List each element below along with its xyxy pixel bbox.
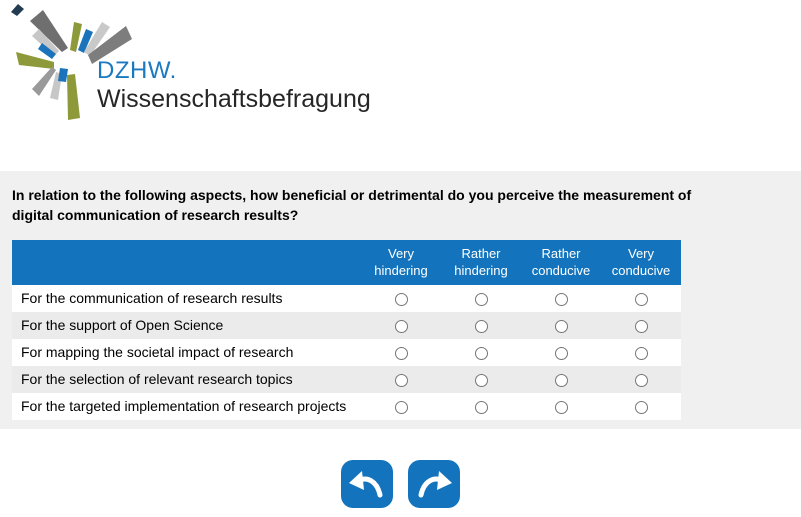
radio-row1-option4[interactable] [634, 292, 648, 306]
navigation-bar [0, 429, 801, 517]
row-label: For the communication of research result… [21, 290, 283, 307]
matrix-row: For the communication of research result… [12, 284, 681, 312]
row-label: For the targeted implementation of resea… [21, 398, 347, 415]
brand-subtitle: Wissenschaftsbefragung [97, 85, 371, 113]
radio-row4-option3[interactable] [554, 373, 568, 387]
matrix-body: For the communication of research result… [12, 284, 681, 420]
radio-row4-option4[interactable] [634, 373, 648, 387]
answer-matrix: Very hindering Rather hindering Rather con… [12, 239, 681, 420]
radio-row3-option2[interactable] [474, 346, 488, 360]
radio-row1-option2[interactable] [474, 292, 488, 306]
radio-row5-option3[interactable] [554, 400, 568, 414]
column-header-1: Very hindering [374, 245, 428, 279]
option-cell [521, 398, 601, 414]
option-cell [361, 344, 441, 360]
option-cell [601, 317, 681, 333]
matrix-row: For mapping the societal impact of resea… [12, 338, 681, 366]
option-cell [441, 317, 521, 333]
brand-name: DZHW. [97, 57, 177, 84]
radio-row2-option1[interactable] [394, 319, 408, 333]
matrix-header-row: Very hindering Rather hindering Rather con… [12, 239, 681, 285]
radio-row5-option4[interactable] [634, 400, 648, 414]
radio-row2-option3[interactable] [554, 319, 568, 333]
logo-text: DZHW. Wissenschaftsbefragung [97, 59, 371, 112]
back-button[interactable] [341, 460, 393, 508]
option-cell [521, 317, 601, 333]
radio-row2-option4[interactable] [634, 319, 648, 333]
option-cell [441, 344, 521, 360]
question-text: In relation to the following aspects, ho… [12, 187, 692, 224]
row-label: For the selection of relevant research t… [21, 371, 293, 388]
option-cell [441, 371, 521, 387]
forward-button[interactable] [408, 460, 460, 508]
matrix-row: For the targeted implementation of resea… [12, 392, 681, 420]
row-label: For the support of Open Science [21, 317, 224, 334]
dzhw-starburst-logo-icon [11, 4, 132, 120]
radio-row4-option2[interactable] [474, 373, 488, 387]
option-cell [441, 398, 521, 414]
column-header-3: Rather conducive [531, 245, 591, 279]
logo-header: DZHW. Wissenschaftsbefragung [0, 0, 801, 171]
option-cell [521, 371, 601, 387]
radio-row3-option1[interactable] [394, 346, 408, 360]
column-header-4: Very conducive [611, 245, 671, 279]
back-arrow-icon [349, 471, 383, 498]
radio-row5-option1[interactable] [394, 400, 408, 414]
option-cell [601, 290, 681, 306]
radio-row4-option1[interactable] [394, 373, 408, 387]
row-label: For mapping the societal impact of resea… [21, 344, 294, 361]
option-cell [361, 290, 441, 306]
option-cell [601, 344, 681, 360]
forward-arrow-icon [418, 471, 452, 498]
matrix-row: For the support of Open Science [12, 311, 681, 339]
option-cell [521, 344, 601, 360]
matrix-row: For the selection of relevant research t… [12, 365, 681, 393]
option-cell [601, 371, 681, 387]
radio-row2-option2[interactable] [474, 319, 488, 333]
radio-row3-option3[interactable] [554, 346, 568, 360]
radio-row1-option3[interactable] [554, 292, 568, 306]
column-header-2: Rather hindering [454, 245, 508, 279]
option-cell [601, 398, 681, 414]
radio-row3-option4[interactable] [634, 346, 648, 360]
radio-row1-option1[interactable] [394, 292, 408, 306]
option-cell [521, 290, 601, 306]
option-cell [361, 371, 441, 387]
option-cell [361, 317, 441, 333]
radio-row5-option2[interactable] [474, 400, 488, 414]
option-cell [361, 398, 441, 414]
option-cell [441, 290, 521, 306]
survey-content: In relation to the following aspects, ho… [0, 171, 801, 429]
